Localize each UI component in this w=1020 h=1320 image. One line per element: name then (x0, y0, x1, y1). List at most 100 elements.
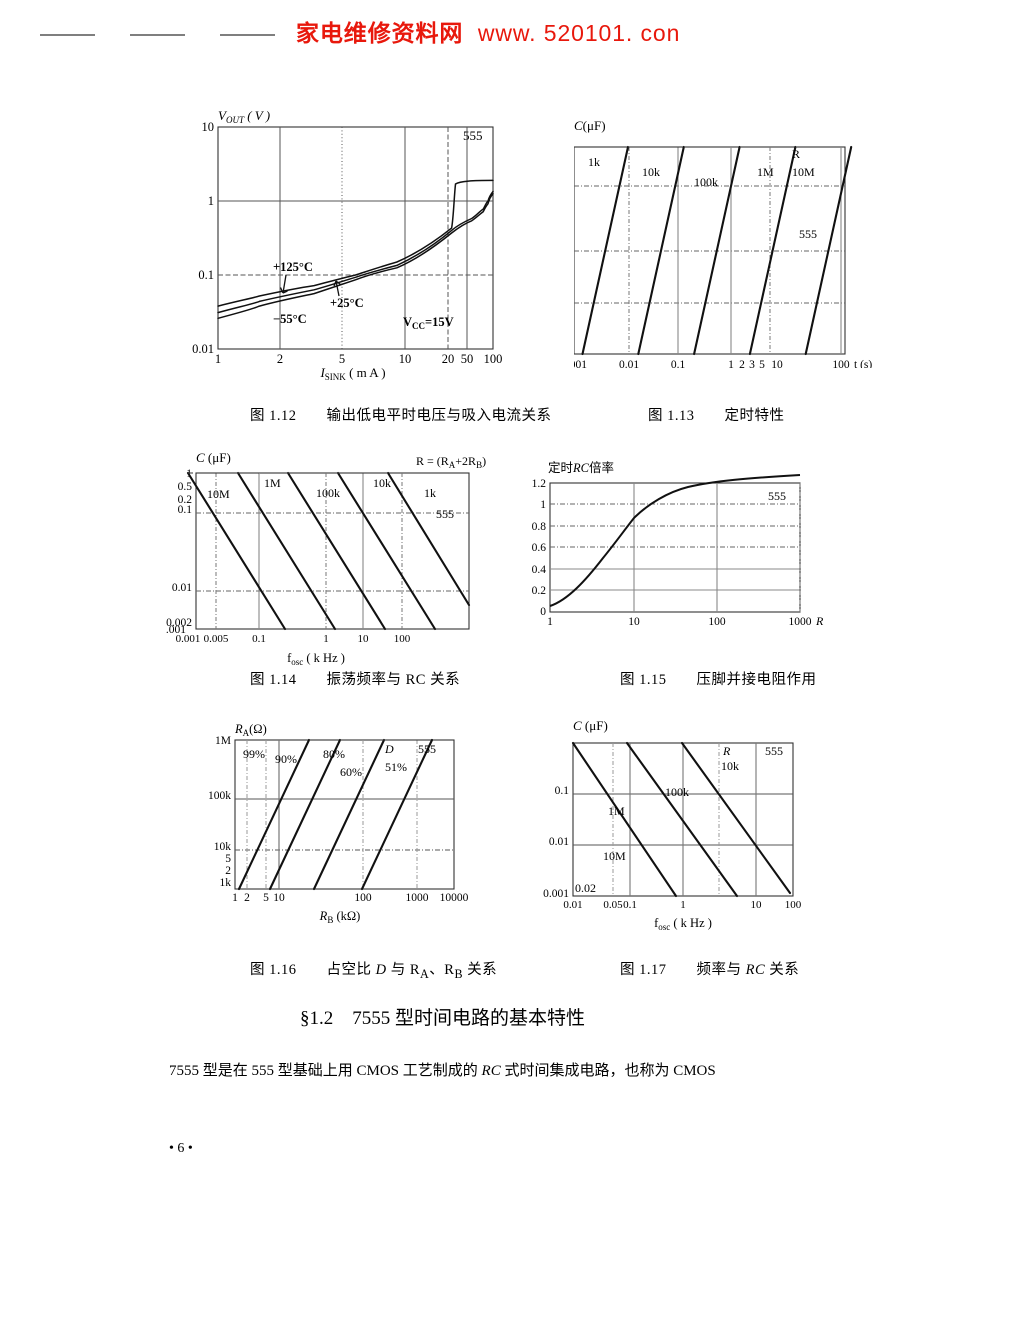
svg-text:1k: 1k (588, 155, 600, 169)
svg-text:D: D (384, 742, 394, 756)
svg-text:0.1: 0.1 (555, 785, 570, 797)
svg-text:1M: 1M (608, 804, 625, 818)
svg-text:0.05: 0.05 (603, 899, 623, 911)
svg-text:0.1: 0.1 (178, 504, 193, 516)
svg-text:10: 10 (751, 899, 763, 911)
svg-text:100: 100 (484, 352, 503, 366)
svg-text:0.02: 0.02 (575, 881, 596, 895)
svg-text:99%: 99% (243, 747, 265, 761)
svg-text:1: 1 (547, 616, 553, 628)
svg-text:0.1: 0.1 (252, 633, 266, 645)
svg-text:2: 2 (739, 359, 745, 368)
svg-text:2: 2 (225, 865, 231, 877)
svg-text:2: 2 (244, 892, 250, 904)
svg-text:+125°C: +125°C (273, 260, 313, 274)
svg-text:1k: 1k (220, 877, 232, 889)
svg-text:5: 5 (225, 853, 231, 865)
svg-text:fosc ( k Hz ): fosc ( k Hz ) (654, 916, 712, 932)
svg-text:100k: 100k (316, 486, 340, 500)
svg-text:C (μF): C (μF) (573, 720, 608, 733)
svg-text:0.8: 0.8 (532, 521, 547, 533)
svg-text:C (μF): C (μF) (196, 450, 231, 465)
svg-text:t (s): t (s) (854, 359, 872, 368)
svg-text:1M: 1M (757, 165, 774, 179)
svg-text:0.01: 0.01 (563, 899, 582, 911)
svg-text:555: 555 (768, 489, 786, 503)
svg-text:555: 555 (765, 744, 783, 758)
svg-text:0.4: 0.4 (532, 564, 547, 576)
svg-text:5: 5 (263, 892, 269, 904)
svg-text:ISINK ( m A ): ISINK ( m A ) (319, 365, 385, 382)
svg-text:0.01: 0.01 (549, 836, 569, 848)
svg-text:VOUT ( V ): VOUT ( V ) (218, 108, 270, 125)
svg-text:5: 5 (759, 359, 765, 368)
svg-text:RB (kΩ): RB (kΩ) (319, 909, 361, 925)
svg-text:0: 0 (540, 606, 546, 618)
svg-text:1k: 1k (424, 486, 436, 500)
svg-text:1: 1 (232, 892, 238, 904)
svg-text:555: 555 (436, 507, 454, 521)
svg-text:0.1: 0.1 (198, 268, 214, 282)
svg-text:51%: 51% (385, 760, 407, 774)
svg-text:10M: 10M (603, 849, 626, 863)
svg-text:RA(Ω): RA(Ω) (234, 723, 267, 738)
svg-text:R: R (722, 744, 731, 758)
svg-text:555: 555 (799, 227, 817, 241)
svg-text:10M: 10M (792, 165, 815, 179)
svg-text:2: 2 (277, 352, 283, 366)
svg-text:50: 50 (461, 352, 474, 366)
svg-text:1.2: 1.2 (532, 478, 547, 490)
svg-text:1: 1 (323, 633, 329, 645)
svg-text:−55°C: −55°C (273, 312, 307, 326)
svg-text:10k: 10k (373, 476, 391, 490)
svg-text:1M: 1M (264, 476, 281, 490)
svg-text:10k: 10k (642, 165, 660, 179)
svg-text:10000: 10000 (440, 892, 469, 904)
svg-text:100: 100 (832, 359, 850, 368)
svg-text:10M: 10M (207, 487, 230, 501)
svg-text:90%: 90% (275, 752, 297, 766)
svg-text:1: 1 (540, 499, 546, 511)
svg-text:1: 1 (680, 899, 686, 911)
svg-text:100k: 100k (665, 785, 689, 799)
svg-text:1000: 1000 (789, 616, 812, 628)
svg-text:VCC=15V: VCC=15V (403, 315, 454, 331)
svg-text:0.6: 0.6 (532, 542, 547, 554)
svg-text:10: 10 (771, 359, 783, 368)
svg-text:10k: 10k (721, 759, 739, 773)
svg-text:0.001: 0.001 (574, 359, 587, 368)
svg-text:0.01: 0.01 (619, 359, 639, 368)
svg-text:0.005: 0.005 (204, 633, 229, 645)
svg-text:10: 10 (399, 352, 412, 366)
svg-text:80%: 80% (323, 747, 345, 761)
svg-text:+25°C: +25°C (330, 296, 364, 310)
svg-text:1M: 1M (215, 735, 231, 747)
svg-text:1: 1 (728, 359, 734, 368)
svg-text:555: 555 (418, 742, 436, 756)
svg-text:0.1: 0.1 (671, 359, 686, 368)
svg-text:10: 10 (202, 120, 215, 134)
svg-text:100k: 100k (694, 175, 718, 189)
svg-text:0.2: 0.2 (532, 585, 547, 597)
svg-text:R = (RA+2RB): R = (RA+2RB) (416, 454, 486, 470)
svg-text:100k: 100k (208, 790, 231, 802)
svg-text:定时RC倍率: 定时RC倍率 (548, 460, 614, 475)
svg-text:100: 100 (354, 892, 372, 904)
svg-text:5: 5 (339, 352, 345, 366)
svg-text:0.01: 0.01 (192, 342, 214, 356)
svg-text:fosc ( k Hz ): fosc ( k Hz ) (287, 651, 345, 667)
svg-text:100: 100 (785, 899, 802, 911)
svg-text:10: 10 (628, 616, 640, 628)
svg-text:1: 1 (215, 352, 221, 366)
svg-text:10: 10 (273, 892, 285, 904)
svg-text:0.01: 0.01 (172, 582, 192, 594)
svg-text:100: 100 (394, 633, 411, 645)
svg-text:3: 3 (749, 359, 755, 368)
svg-text:C(μF): C(μF) (574, 118, 606, 133)
svg-text:0.1: 0.1 (623, 899, 637, 911)
svg-text:10: 10 (358, 633, 370, 645)
svg-text:100: 100 (708, 616, 726, 628)
svg-text:R: R (792, 147, 800, 161)
svg-text:60%: 60% (340, 765, 362, 779)
svg-text:R ( kΩ): R ( kΩ) (815, 614, 825, 628)
